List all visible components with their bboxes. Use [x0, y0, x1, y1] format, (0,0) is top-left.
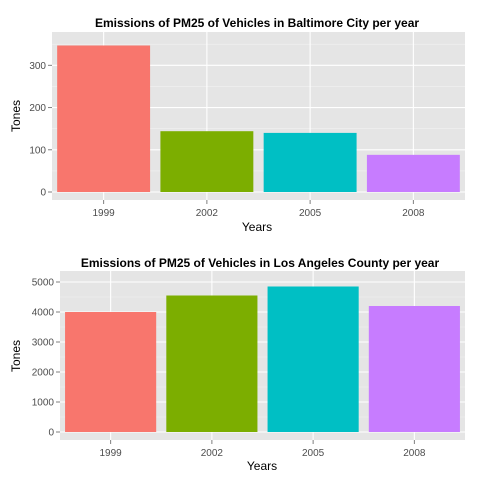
y-axis-ticks: 0 100 200 300 [29, 61, 52, 199]
bar-2005 [267, 286, 359, 432]
x-axis-ticks: 1999 2002 2005 2008 [93, 200, 425, 219]
x-tick-label: 2008 [402, 208, 425, 219]
bar-2002 [160, 131, 254, 192]
y-axis-title: Tones [9, 340, 23, 372]
bars [57, 45, 460, 192]
x-tick-label: 2002 [201, 448, 224, 459]
bar-1999 [65, 312, 157, 432]
x-tick-label: 1999 [100, 448, 123, 459]
chart-title: Emissions of PM25 of Vehicles in Los Ang… [81, 256, 440, 270]
y-tick-label: 2000 [32, 368, 55, 379]
bar-1999 [57, 45, 151, 192]
y-axis-title: Tones [9, 100, 23, 132]
x-axis-ticks: 1999 2002 2005 2008 [100, 440, 426, 459]
y-tick-label: 0 [48, 428, 54, 439]
x-axis-title: Years [242, 220, 272, 234]
x-tick-label: 2005 [299, 208, 322, 219]
bar-2008 [368, 306, 460, 432]
x-tick-label: 2002 [196, 208, 219, 219]
bar-2005 [263, 132, 357, 192]
chart-los-angeles: Emissions of PM25 of Vehicles in Los Ang… [9, 256, 465, 473]
y-tick-label: 200 [29, 103, 46, 114]
x-tick-label: 1999 [93, 208, 116, 219]
chart-baltimore: Emissions of PM25 of Vehicles in Baltimo… [9, 16, 465, 234]
x-axis-title: Years [247, 459, 277, 473]
bar-2002 [166, 295, 258, 432]
bars [65, 286, 460, 432]
y-tick-label: 100 [29, 145, 46, 156]
y-axis-ticks: 0 1000 2000 3000 4000 5000 [32, 278, 60, 439]
bar-2008 [366, 154, 460, 192]
y-tick-label: 5000 [32, 278, 55, 289]
chart-title: Emissions of PM25 of Vehicles in Baltimo… [95, 16, 419, 30]
y-tick-label: 1000 [32, 398, 55, 409]
y-tick-label: 300 [29, 61, 46, 72]
y-tick-label: 4000 [32, 308, 55, 319]
x-tick-label: 2008 [403, 448, 426, 459]
y-tick-label: 3000 [32, 338, 55, 349]
x-tick-label: 2005 [302, 448, 325, 459]
y-tick-label: 0 [40, 188, 46, 199]
